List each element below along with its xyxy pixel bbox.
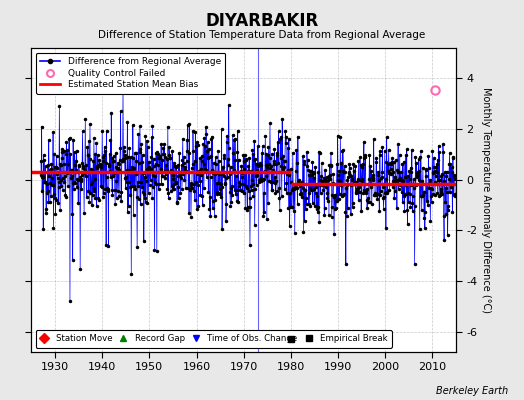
Text: DIYARBAKIR: DIYARBAKIR bbox=[205, 12, 319, 30]
Y-axis label: Monthly Temperature Anomaly Difference (°C): Monthly Temperature Anomaly Difference (… bbox=[482, 87, 492, 313]
Legend: Station Move, Record Gap, Time of Obs. Change, Empirical Break: Station Move, Record Gap, Time of Obs. C… bbox=[36, 330, 391, 348]
Text: Difference of Station Temperature Data from Regional Average: Difference of Station Temperature Data f… bbox=[99, 30, 425, 40]
Text: Berkeley Earth: Berkeley Earth bbox=[436, 386, 508, 396]
